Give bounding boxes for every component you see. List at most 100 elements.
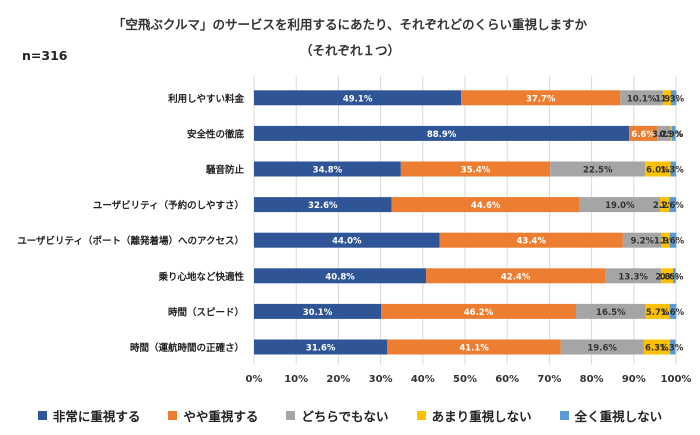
bar-segment	[254, 90, 462, 106]
data-label: 40.8%	[325, 272, 355, 282]
category-label: 利用しやすい料金	[167, 93, 244, 105]
data-label: 37.7%	[526, 94, 556, 104]
x-tick-label: 70%	[537, 374, 561, 385]
legend-item-not-important: 全く重視しない	[559, 406, 663, 425]
bar-segment	[669, 232, 677, 248]
category-label: 時間（運航時間の正確さ）	[130, 342, 244, 354]
category-label: 騒音防止	[206, 164, 245, 176]
bar-segment	[254, 197, 392, 213]
category-label: 時間（スピード）	[168, 306, 244, 318]
bar-segment	[387, 339, 561, 355]
bar-segment	[620, 90, 663, 106]
bar-segment	[439, 232, 623, 248]
bar-segment	[629, 125, 658, 141]
legend-swatch	[37, 411, 47, 420]
sample-size-label: n=316	[22, 48, 68, 63]
bar-segment	[643, 339, 671, 355]
bar-segment	[254, 232, 440, 248]
data-label: 0.3%	[659, 130, 683, 140]
chart-title-line-1: 「空飛ぶクルマ」のサービスを利用するにあたり、それぞれどのくらい重視しますか	[112, 17, 588, 32]
bar-segment	[670, 90, 677, 106]
data-label: 19.6%	[587, 344, 617, 354]
legend-swatch	[559, 411, 569, 420]
data-label: 43.4%	[517, 237, 547, 247]
bar-segment	[391, 197, 580, 213]
data-label: 44.6%	[471, 201, 501, 211]
category-label: 安全性の徹底	[187, 128, 245, 140]
legend-label: 全く重視しない	[574, 409, 663, 424]
data-label: 13.3%	[618, 272, 648, 282]
bar-segment	[659, 197, 670, 213]
data-label: 6.6%	[631, 130, 655, 140]
data-label: 16.5%	[596, 308, 626, 318]
bar-segment	[381, 303, 576, 319]
legend-item-not-very-important: あまり重視しない	[416, 406, 532, 425]
data-label: 5.7%	[646, 308, 670, 318]
data-label: 32.6%	[308, 201, 338, 211]
data-label: 1.6%	[661, 237, 685, 247]
data-label: 34.8%	[313, 166, 343, 176]
legend-swatch	[168, 411, 178, 420]
data-label: 88.9%	[427, 130, 457, 140]
data-label: 2.2%	[653, 201, 677, 211]
bar-segment	[254, 125, 630, 141]
data-label: 31.6%	[306, 344, 336, 354]
bar-segment	[669, 197, 676, 213]
data-label: 49.1%	[343, 94, 373, 104]
data-label: 19.0%	[605, 201, 635, 211]
data-label: 9.2%	[630, 237, 654, 247]
data-label: 0.6%	[660, 272, 684, 282]
bar-segment	[671, 125, 676, 141]
data-label: 1.9%	[655, 94, 679, 104]
data-label: 1.6%	[661, 308, 685, 318]
bar-segment	[254, 161, 401, 177]
bar-segment	[657, 125, 671, 141]
data-label: 1.3%	[660, 166, 684, 176]
bar-segment	[575, 303, 646, 319]
x-tick-label: 60%	[495, 374, 519, 385]
x-tick-label: 40%	[411, 374, 435, 385]
x-tick-label: 0%	[246, 374, 263, 385]
category-label: ユーザビリティ（ポート（離発着場）へのアクセス）	[17, 235, 244, 247]
bar-segment	[461, 90, 621, 106]
category-label: 乗り心地など快適性	[158, 271, 244, 283]
x-tick-label: 30%	[369, 374, 393, 385]
x-tick-label: 80%	[580, 374, 604, 385]
bar-segment	[662, 90, 671, 106]
data-label: 41.1%	[459, 344, 489, 354]
legend-label: やや重視する	[183, 409, 259, 424]
legend-item-very-important: 非常に重視する	[37, 406, 141, 425]
bar-segment	[254, 339, 388, 355]
bar-segment	[673, 268, 676, 284]
data-label: 1.9%	[654, 237, 678, 247]
data-label: 42.4%	[501, 272, 531, 282]
bar-segment	[670, 339, 676, 355]
legend-label: 非常に重視する	[52, 409, 141, 424]
bar-segment	[661, 232, 670, 248]
data-label: 6.3%	[645, 344, 669, 354]
legend-swatch	[416, 411, 426, 420]
chart-title-line-2: （それぞれ１つ）	[299, 43, 400, 58]
x-tick-label: 20%	[326, 374, 350, 385]
data-label: 6.0%	[646, 166, 670, 176]
bar-segment	[400, 161, 551, 177]
bar-segment	[622, 232, 662, 248]
bar-segment	[645, 303, 670, 319]
legend-label: どちらでもない	[301, 409, 389, 424]
data-label: 30.1%	[303, 308, 333, 318]
bar-segment	[254, 303, 382, 319]
data-label: 3.2%	[652, 130, 676, 140]
data-label: 0.9%	[660, 130, 684, 140]
data-label: 1.3%	[660, 344, 684, 354]
data-label: 46.2%	[464, 308, 494, 318]
bar-segment	[550, 161, 646, 177]
bar-segment	[426, 268, 606, 284]
bar-segment	[670, 125, 672, 141]
legend-item-neutral: どちらでもない	[286, 406, 389, 425]
bar-segment	[661, 268, 674, 284]
chart-legend: 非常に重視する やや重視する どちらでもない あまり重視しない 全く重視しない	[0, 406, 700, 425]
bar-segment	[579, 197, 660, 213]
category-label: ユーザビリティ（予約のしやすさ）	[93, 200, 244, 212]
bar-segment	[645, 161, 671, 177]
